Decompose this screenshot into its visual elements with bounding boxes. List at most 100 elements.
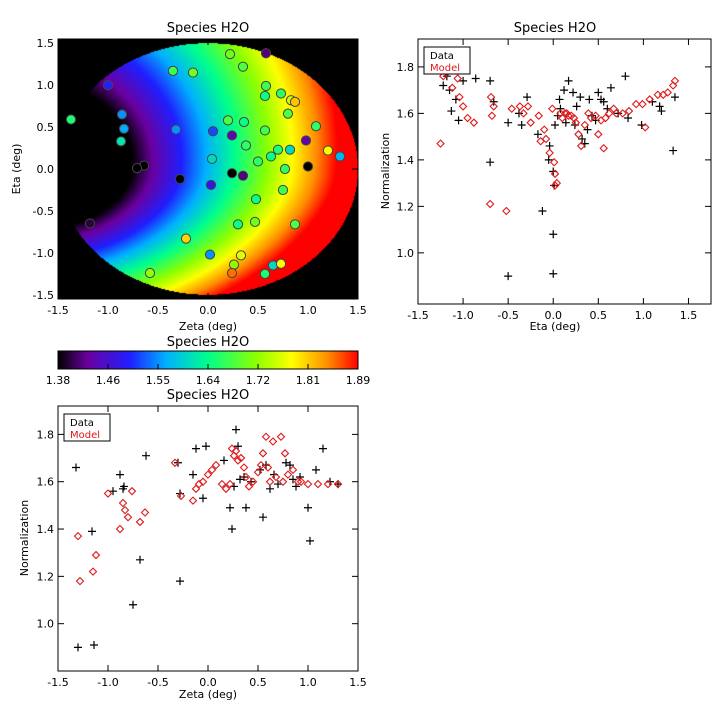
model-point xyxy=(599,143,608,153)
eta-title: Species H2O xyxy=(514,21,596,36)
model-point xyxy=(227,444,237,453)
model-point xyxy=(293,477,303,486)
model-point xyxy=(244,482,254,491)
map-point xyxy=(144,267,156,279)
model-point xyxy=(550,181,560,190)
data-point xyxy=(486,158,495,167)
data-point xyxy=(176,577,184,586)
model-point xyxy=(519,109,528,118)
model-point xyxy=(313,479,323,489)
model-point xyxy=(436,139,445,148)
model-point xyxy=(73,531,83,541)
map-point xyxy=(252,156,264,167)
model-point xyxy=(515,102,525,111)
zeta-xtick-label: 1.5 xyxy=(349,676,367,689)
zeta-ytick-label: 1.2 xyxy=(37,570,55,583)
model-point xyxy=(231,446,241,456)
data-point xyxy=(471,74,480,83)
data-point xyxy=(259,513,267,522)
eta-legend-box xyxy=(423,46,471,75)
zeta-legend-box xyxy=(63,413,111,442)
eta-xlabel: Eta (deg) xyxy=(530,320,581,333)
eta-ylabel: Normalization xyxy=(379,133,392,209)
map-ytick-label: 1.5 xyxy=(37,37,55,50)
eta-ytick-label: 1.8 xyxy=(397,61,415,74)
data-point xyxy=(459,76,468,85)
map-point xyxy=(204,249,216,260)
model-point xyxy=(253,467,263,477)
model-point xyxy=(604,109,614,118)
data-point xyxy=(594,88,603,97)
map-point xyxy=(118,123,130,134)
model-point xyxy=(233,456,243,465)
model-point xyxy=(283,470,293,479)
zeta-ytick-label: 1.0 xyxy=(37,618,55,631)
eta-frame xyxy=(417,38,712,305)
model-point xyxy=(594,130,603,139)
model-point xyxy=(261,432,271,442)
colorbar-tick-label: 1.81 xyxy=(296,374,321,387)
map-point xyxy=(222,115,234,126)
data-point xyxy=(523,93,532,102)
colorbar-tick-label: 1.46 xyxy=(96,374,121,387)
zeta-ytick-label: 1.4 xyxy=(37,523,55,536)
map-ytick-label: 1.0 xyxy=(37,79,55,92)
zeta-points xyxy=(72,425,343,652)
map-point xyxy=(224,48,236,60)
model-point xyxy=(612,109,621,118)
map-point xyxy=(277,184,289,196)
eta-points xyxy=(436,58,680,281)
zeta-ylabel: Normalization xyxy=(18,500,31,576)
model-point xyxy=(123,512,133,522)
data-point xyxy=(202,442,210,451)
colorbar: Species H2O 1.38 1.46 1.55 1.64 1.72 1.81 1.89 xyxy=(46,335,371,387)
data-point xyxy=(312,465,320,474)
map-point xyxy=(282,108,294,119)
model-point xyxy=(489,102,499,111)
map-point xyxy=(237,61,249,72)
map-xtick-label: -0.5 xyxy=(147,304,168,317)
map-point xyxy=(265,151,277,162)
model-point xyxy=(263,463,273,472)
data-point xyxy=(136,555,144,564)
eta-ytick-label: 1.6 xyxy=(397,107,415,120)
eta-ytick-label: 1.4 xyxy=(397,154,415,167)
data-point xyxy=(334,480,342,489)
zeta-xtick-label: -0.5 xyxy=(147,676,168,689)
zeta-xtick-label: 1.0 xyxy=(299,676,317,689)
map-point xyxy=(170,124,182,135)
map-point xyxy=(260,48,272,59)
map-point xyxy=(322,145,334,156)
model-point xyxy=(576,141,586,151)
data-point xyxy=(572,102,581,111)
zeta-ytick-label: 1.6 xyxy=(37,476,55,489)
model-point xyxy=(225,479,235,489)
zeta-panel: Species H2O -1.5 -1.0 -0.5 0.0 0.5 1.0 1.5 1.0 1… xyxy=(18,388,367,701)
map-point xyxy=(226,267,238,279)
data-point xyxy=(88,527,96,536)
map-point xyxy=(102,80,114,91)
zeta-legend-data: Data xyxy=(70,418,94,429)
model-point xyxy=(75,576,85,586)
model-point xyxy=(211,460,221,470)
model-point xyxy=(549,157,559,167)
map-point xyxy=(272,144,284,155)
map-point xyxy=(180,233,192,244)
map-point xyxy=(240,140,252,151)
data-point xyxy=(192,444,200,453)
data-point xyxy=(242,503,250,512)
map-point xyxy=(279,163,291,175)
model-point xyxy=(523,102,533,111)
map-heatmap-container xyxy=(58,39,358,299)
data-point xyxy=(555,95,564,104)
map-point xyxy=(226,168,238,179)
map-point xyxy=(84,218,96,229)
map-point xyxy=(237,170,249,181)
zeta-xtick-label: 0.5 xyxy=(249,676,267,689)
data-point xyxy=(560,86,569,95)
model-point xyxy=(487,111,497,120)
data-point xyxy=(226,503,234,512)
map-point xyxy=(115,136,127,147)
model-point xyxy=(580,120,590,130)
eta-xtick-label: 1.0 xyxy=(635,309,653,322)
